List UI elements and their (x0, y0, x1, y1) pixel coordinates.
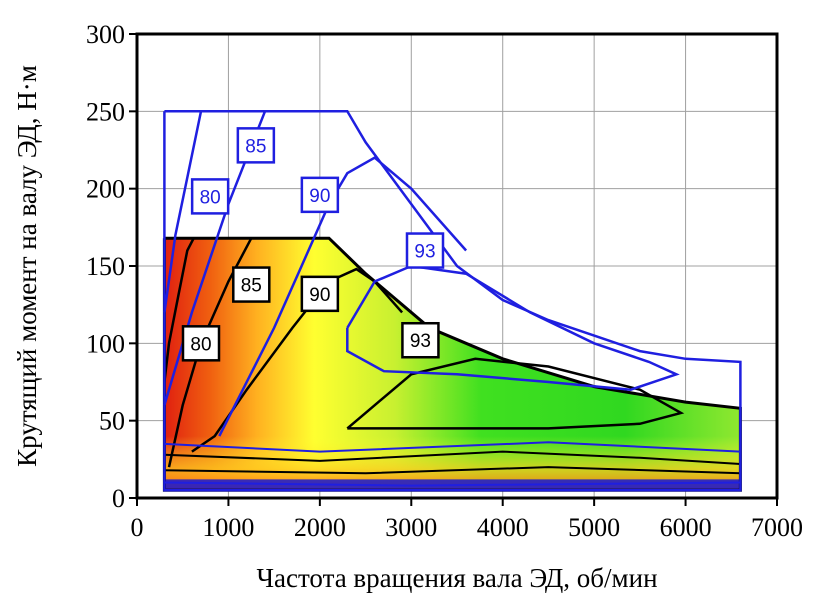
black-contour-low-1 (164, 466, 741, 475)
y-tick-label: 150 (86, 252, 125, 281)
blue-contour-label: 90 (300, 176, 340, 214)
blue-contour-label-text: 90 (309, 186, 330, 207)
black-contour-low-0 (164, 450, 741, 465)
x-tick-label: 1000 (202, 513, 254, 542)
blue-contour-low-1 (164, 481, 741, 487)
black-contour-label: 93 (401, 321, 440, 359)
x-tick-label: 6000 (660, 513, 712, 542)
black-contour-label: 80 (181, 325, 221, 362)
y-tick-label: 300 (86, 20, 125, 49)
blue-contour-label: 93 (405, 232, 445, 269)
x-axis-title: Частота вращения вала ЭД, об/мин (256, 563, 657, 593)
blue-contour-low-0 (164, 441, 741, 453)
blue-contour-label: 80 (190, 178, 230, 215)
y-tick-label: 0 (112, 484, 125, 513)
axis-ticks: 0 1000 2000 3000 4000 5000 6000 7000 0 50 100 150 20… (86, 20, 803, 542)
y-tick-label: 250 (86, 97, 125, 126)
blue-contour-label-box (190, 178, 230, 215)
blue-contour-label-text: 93 (414, 242, 435, 263)
black-contour-label-text: 80 (190, 334, 211, 355)
blue-contour-80 (163, 111, 203, 313)
black-contour-80 (163, 237, 195, 383)
black-contour-label-text: 85 (241, 276, 262, 297)
x-tick-label: 0 (131, 513, 144, 542)
black-contour-93 (346, 357, 685, 430)
blue-contour-label: 85 (236, 127, 276, 164)
black-contour-label-box (300, 275, 340, 313)
black-contour-label-box (181, 325, 221, 362)
black-contour-label-box (401, 321, 440, 359)
blue-contour-label-box (300, 176, 340, 214)
x-tick-label: 2000 (294, 513, 346, 542)
blue-contour-label-box (236, 127, 276, 164)
black-contour-label: 90 (300, 275, 340, 313)
black-contour-label-box (232, 266, 271, 303)
blue-map-boundary (163, 110, 742, 492)
blue-contour-label-text: 85 (245, 136, 266, 157)
y-tick-label: 50 (99, 407, 125, 436)
x-tick-label: 3000 (385, 513, 437, 542)
black-contour-label-text: 93 (410, 331, 431, 352)
contour-labels: 80 85 90 93 85 80 90 93 (181, 127, 445, 362)
blue-contour-label-text: 80 (200, 187, 221, 208)
y-tick-label: 200 (86, 175, 125, 204)
black-contour-label-text: 90 (309, 285, 330, 306)
low-torque-band (164, 436, 741, 491)
x-tick-label: 5000 (568, 513, 620, 542)
x-tick-label: 4000 (477, 513, 529, 542)
blue-contour-label-box (405, 232, 445, 269)
x-tick-label: 7000 (751, 513, 803, 542)
y-tick-label: 100 (86, 329, 125, 358)
black-contour-label: 85 (232, 266, 271, 303)
y-axis-title: Крутящий момент на валу ЭД, Н·м (12, 65, 42, 467)
